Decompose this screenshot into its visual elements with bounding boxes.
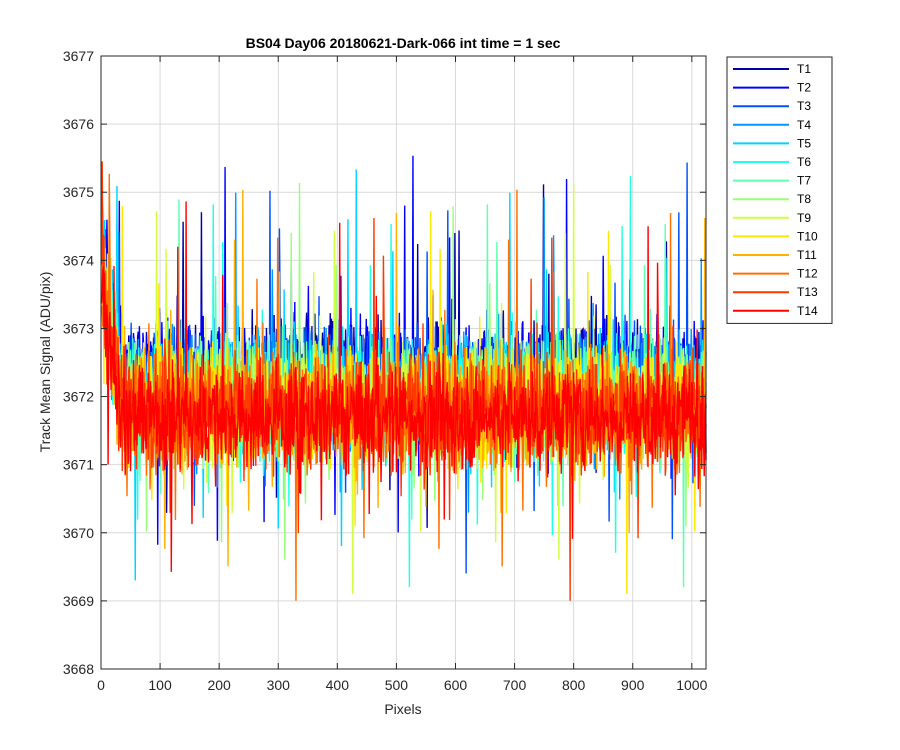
y-tick-label: 3675: [63, 184, 94, 200]
legend-label-t8: T8: [797, 192, 811, 206]
y-axis-label: Track Mean Signal (ADU/pix): [37, 272, 53, 453]
y-tick-label: 3671: [63, 457, 94, 473]
legend-label-t5: T5: [797, 136, 811, 150]
legend-label-t10: T10: [797, 229, 818, 243]
x-tick-label: 500: [385, 677, 409, 693]
x-tick-label: 200: [207, 677, 231, 693]
y-tick-label: 3670: [63, 525, 94, 541]
x-tick-label: 100: [148, 677, 172, 693]
series-line-t14: [100, 201, 707, 572]
x-tick-label: 0: [97, 677, 105, 693]
y-tick-label: 3674: [63, 252, 94, 268]
axes-box: [100, 55, 707, 670]
legend-label-t12: T12: [797, 267, 818, 281]
legend-label-t13: T13: [797, 285, 818, 299]
y-tick-label: 3676: [63, 116, 94, 132]
y-tick-label: 3672: [63, 389, 94, 405]
legend-label-t9: T9: [797, 211, 811, 225]
x-tick-label: 900: [621, 677, 645, 693]
legend-label-t6: T6: [797, 155, 811, 169]
chart-title: BS04 Day06 20180621-Dark-066 int time = …: [246, 35, 561, 51]
x-axis-label: Pixels: [384, 701, 421, 717]
legend-label-t3: T3: [797, 99, 811, 113]
y-tick-label: 3673: [63, 320, 94, 336]
legend-label-t2: T2: [797, 81, 811, 95]
legend-label-t14: T14: [797, 304, 818, 318]
legend-label-t7: T7: [797, 174, 811, 188]
x-tick-label: 300: [267, 677, 291, 693]
legend-box: [726, 56, 833, 324]
legend-label-t4: T4: [797, 118, 811, 132]
x-tick-label: 700: [503, 677, 527, 693]
x-tick-label: 800: [562, 677, 586, 693]
legend: T1 T2 T3 T4 T5 T6 T7 T8 T9 T10 T11 T12 T13 T14: [726, 56, 833, 324]
y-tick-label: 3677: [63, 48, 94, 64]
plot-area: 0 100 200 300 400 500 600 700 800 900 1000 3668 3669…: [63, 48, 708, 693]
y-tick-label: 3668: [63, 661, 94, 677]
x-tick-label: 1000: [676, 677, 707, 693]
x-tick-label: 600: [444, 677, 468, 693]
legend-label-t1: T1: [797, 62, 811, 76]
x-tick-label: 400: [326, 677, 350, 693]
y-tick-label: 3669: [63, 593, 94, 609]
legend-label-t11: T11: [797, 248, 817, 262]
